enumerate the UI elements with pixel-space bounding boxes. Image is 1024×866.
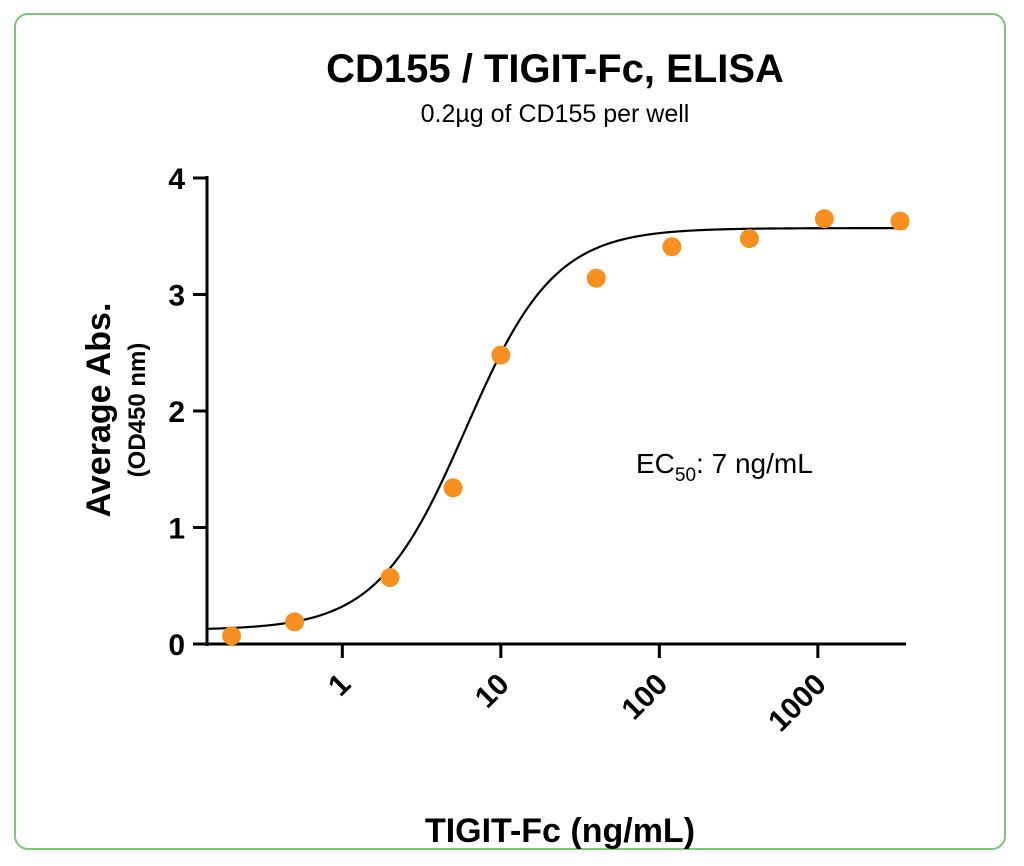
data-point: [491, 345, 511, 365]
chart-subtitle: 0.2µg of CD155 per well: [421, 100, 690, 128]
data-point: [443, 478, 463, 498]
y-axis-title: Average Abs.: [80, 303, 118, 518]
data-points-layer: [222, 209, 910, 646]
y-tick-label: 0: [168, 629, 185, 662]
y-axis-subtitle: (OD450 nm): [124, 343, 151, 478]
data-point: [739, 229, 759, 249]
data-point: [890, 211, 910, 231]
x-tick-label: 10: [469, 668, 516, 715]
data-point: [285, 612, 305, 632]
data-point: [814, 209, 834, 229]
x-tick-label: 1: [322, 668, 357, 703]
x-tick-label: 1000: [762, 668, 833, 739]
y-tick-label: 3: [168, 280, 185, 313]
data-point: [222, 626, 242, 646]
chart-title: CD155 / TIGIT-Fc, ELISA: [326, 47, 784, 91]
y-tick-label: 1: [168, 513, 185, 546]
chart-frame: [14, 13, 1006, 850]
y-tick-label: 2: [168, 396, 185, 429]
data-point: [586, 268, 606, 288]
data-point: [662, 237, 682, 257]
x-axis-title: TIGIT-Fc (ng/mL): [425, 812, 695, 850]
fit-curve-layer: [206, 227, 907, 630]
y-tick-label: 4: [168, 163, 185, 196]
data-point: [380, 568, 400, 588]
fit-curve: [206, 227, 907, 630]
x-tick-label: 100: [616, 668, 675, 727]
ec50-annotation: EC50: 7 ng/mL: [636, 448, 813, 486]
